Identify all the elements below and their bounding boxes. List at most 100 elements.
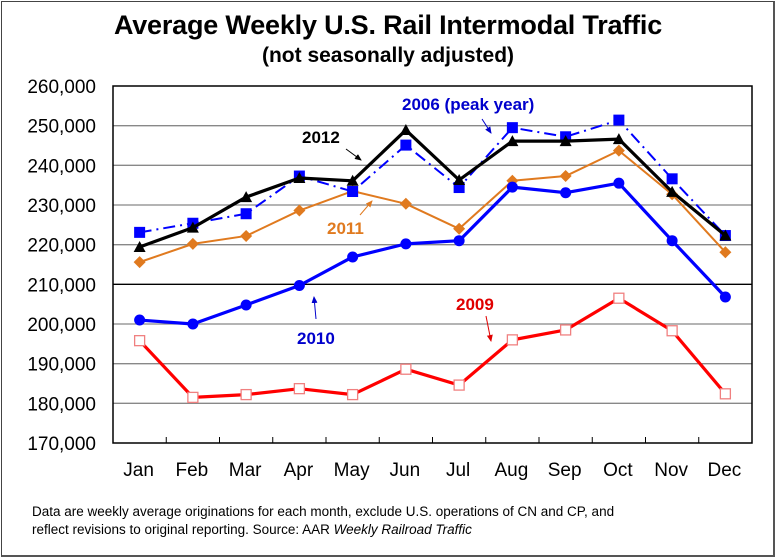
annotation-arrow xyxy=(345,148,362,161)
data-point xyxy=(666,325,678,337)
series-line xyxy=(139,149,727,264)
series-2012 xyxy=(133,124,732,253)
data-point xyxy=(134,314,146,326)
x-tick-label: Sep xyxy=(548,460,582,481)
series-group xyxy=(133,114,732,404)
data-point xyxy=(506,181,518,193)
series-2009 xyxy=(133,292,732,404)
y-tick-label: 180,000 xyxy=(27,394,96,415)
x-tick-label: Jul xyxy=(446,460,470,481)
footnote-line-1: Data are weekly average originations for… xyxy=(32,504,615,519)
data-point xyxy=(719,291,731,303)
data-point xyxy=(133,241,146,253)
data-point xyxy=(666,173,678,185)
data-point xyxy=(399,197,412,210)
footnote-line-2: reflect revisions to original reporting.… xyxy=(32,521,762,539)
x-tick-label: Jan xyxy=(123,460,154,481)
data-point xyxy=(186,237,199,250)
footnote: Data are weekly average originations for… xyxy=(32,503,762,539)
y-tick-label: 200,000 xyxy=(27,315,96,336)
chart-title: Average Weekly U.S. Rail Intermodal Traf… xyxy=(113,10,663,40)
data-point xyxy=(347,251,359,263)
y-tick-label: 210,000 xyxy=(27,275,96,296)
data-point xyxy=(346,174,359,186)
data-point xyxy=(613,177,625,189)
x-tick-label: Oct xyxy=(603,460,633,481)
data-point xyxy=(133,256,146,269)
series-line xyxy=(139,119,727,237)
series-2010 xyxy=(134,177,731,330)
annotation-label: 2011 xyxy=(327,219,364,238)
data-point xyxy=(506,122,518,134)
data-point xyxy=(187,391,199,404)
series-line xyxy=(139,128,727,249)
footnote-source: reflect revisions to original reporting.… xyxy=(32,522,334,537)
data-point xyxy=(133,335,146,347)
x-axis: Jan Feb Mar Apr May Jun Jul Aug Sep Oct Nov Dec xyxy=(123,437,741,481)
y-tick-label: 230,000 xyxy=(27,196,96,217)
x-tick-label: Feb xyxy=(176,460,209,481)
annotation-arrow xyxy=(311,296,318,320)
data-point xyxy=(400,139,412,151)
data-point xyxy=(134,226,146,238)
data-point xyxy=(346,388,359,401)
x-tick-label: Aug xyxy=(494,460,528,481)
y-tick-label: 190,000 xyxy=(27,355,96,376)
annotation-arrow xyxy=(481,118,492,134)
data-point xyxy=(613,114,625,126)
x-tick-label: Jun xyxy=(390,460,421,481)
data-point xyxy=(559,324,572,336)
y-tick-label: 260,000 xyxy=(27,77,96,98)
data-point xyxy=(240,299,252,311)
data-point xyxy=(612,144,625,157)
data-point xyxy=(453,182,465,194)
annotation-arrow xyxy=(485,315,493,342)
data-point xyxy=(293,204,306,217)
data-point xyxy=(453,174,466,186)
data-point xyxy=(347,186,359,198)
data-point xyxy=(666,235,678,247)
y-tick-label: 240,000 xyxy=(27,156,96,177)
data-point xyxy=(240,229,253,242)
y-tick-label: 170,000 xyxy=(27,434,96,455)
data-point xyxy=(613,292,625,304)
x-tick-label: May xyxy=(334,460,370,481)
data-point xyxy=(240,388,252,401)
data-point xyxy=(186,221,199,233)
annotation-arrow xyxy=(359,200,373,216)
annotation-label: 2006 (peak year) xyxy=(402,95,534,114)
x-tick-label: Nov xyxy=(654,460,688,481)
data-point xyxy=(453,222,466,235)
data-point xyxy=(719,246,732,259)
data-point xyxy=(719,388,732,400)
data-point xyxy=(559,170,572,183)
data-point xyxy=(560,187,572,199)
annotation-label: 2010 xyxy=(297,329,335,348)
y-tick-label: 250,000 xyxy=(27,117,96,138)
x-tick-label: Apr xyxy=(284,460,314,481)
gridlines xyxy=(113,125,752,404)
data-point xyxy=(240,208,252,220)
x-tick-label: Mar xyxy=(229,460,262,481)
data-point xyxy=(399,124,412,136)
y-tick-label: 220,000 xyxy=(27,236,96,257)
annotation-label: 2012 xyxy=(302,128,340,147)
data-point xyxy=(293,280,305,292)
data-point xyxy=(293,172,306,184)
series-line xyxy=(138,296,727,399)
data-point xyxy=(400,238,412,250)
data-point xyxy=(612,133,625,145)
series-2006 xyxy=(134,114,731,242)
footnote-source-title: Weekly Railroad Traffic xyxy=(333,522,472,537)
data-point xyxy=(293,383,306,395)
annotation-label: 2009 xyxy=(456,295,494,314)
data-point xyxy=(453,235,465,247)
y-axis: 170,000 180,000 190,000 200,000 210,000 220,0… xyxy=(27,77,96,455)
data-point xyxy=(240,191,253,203)
data-point xyxy=(453,379,465,391)
data-point xyxy=(719,229,732,241)
series-line xyxy=(139,181,727,326)
plot-area xyxy=(112,85,753,444)
x-tick-label: Dec xyxy=(707,460,741,481)
